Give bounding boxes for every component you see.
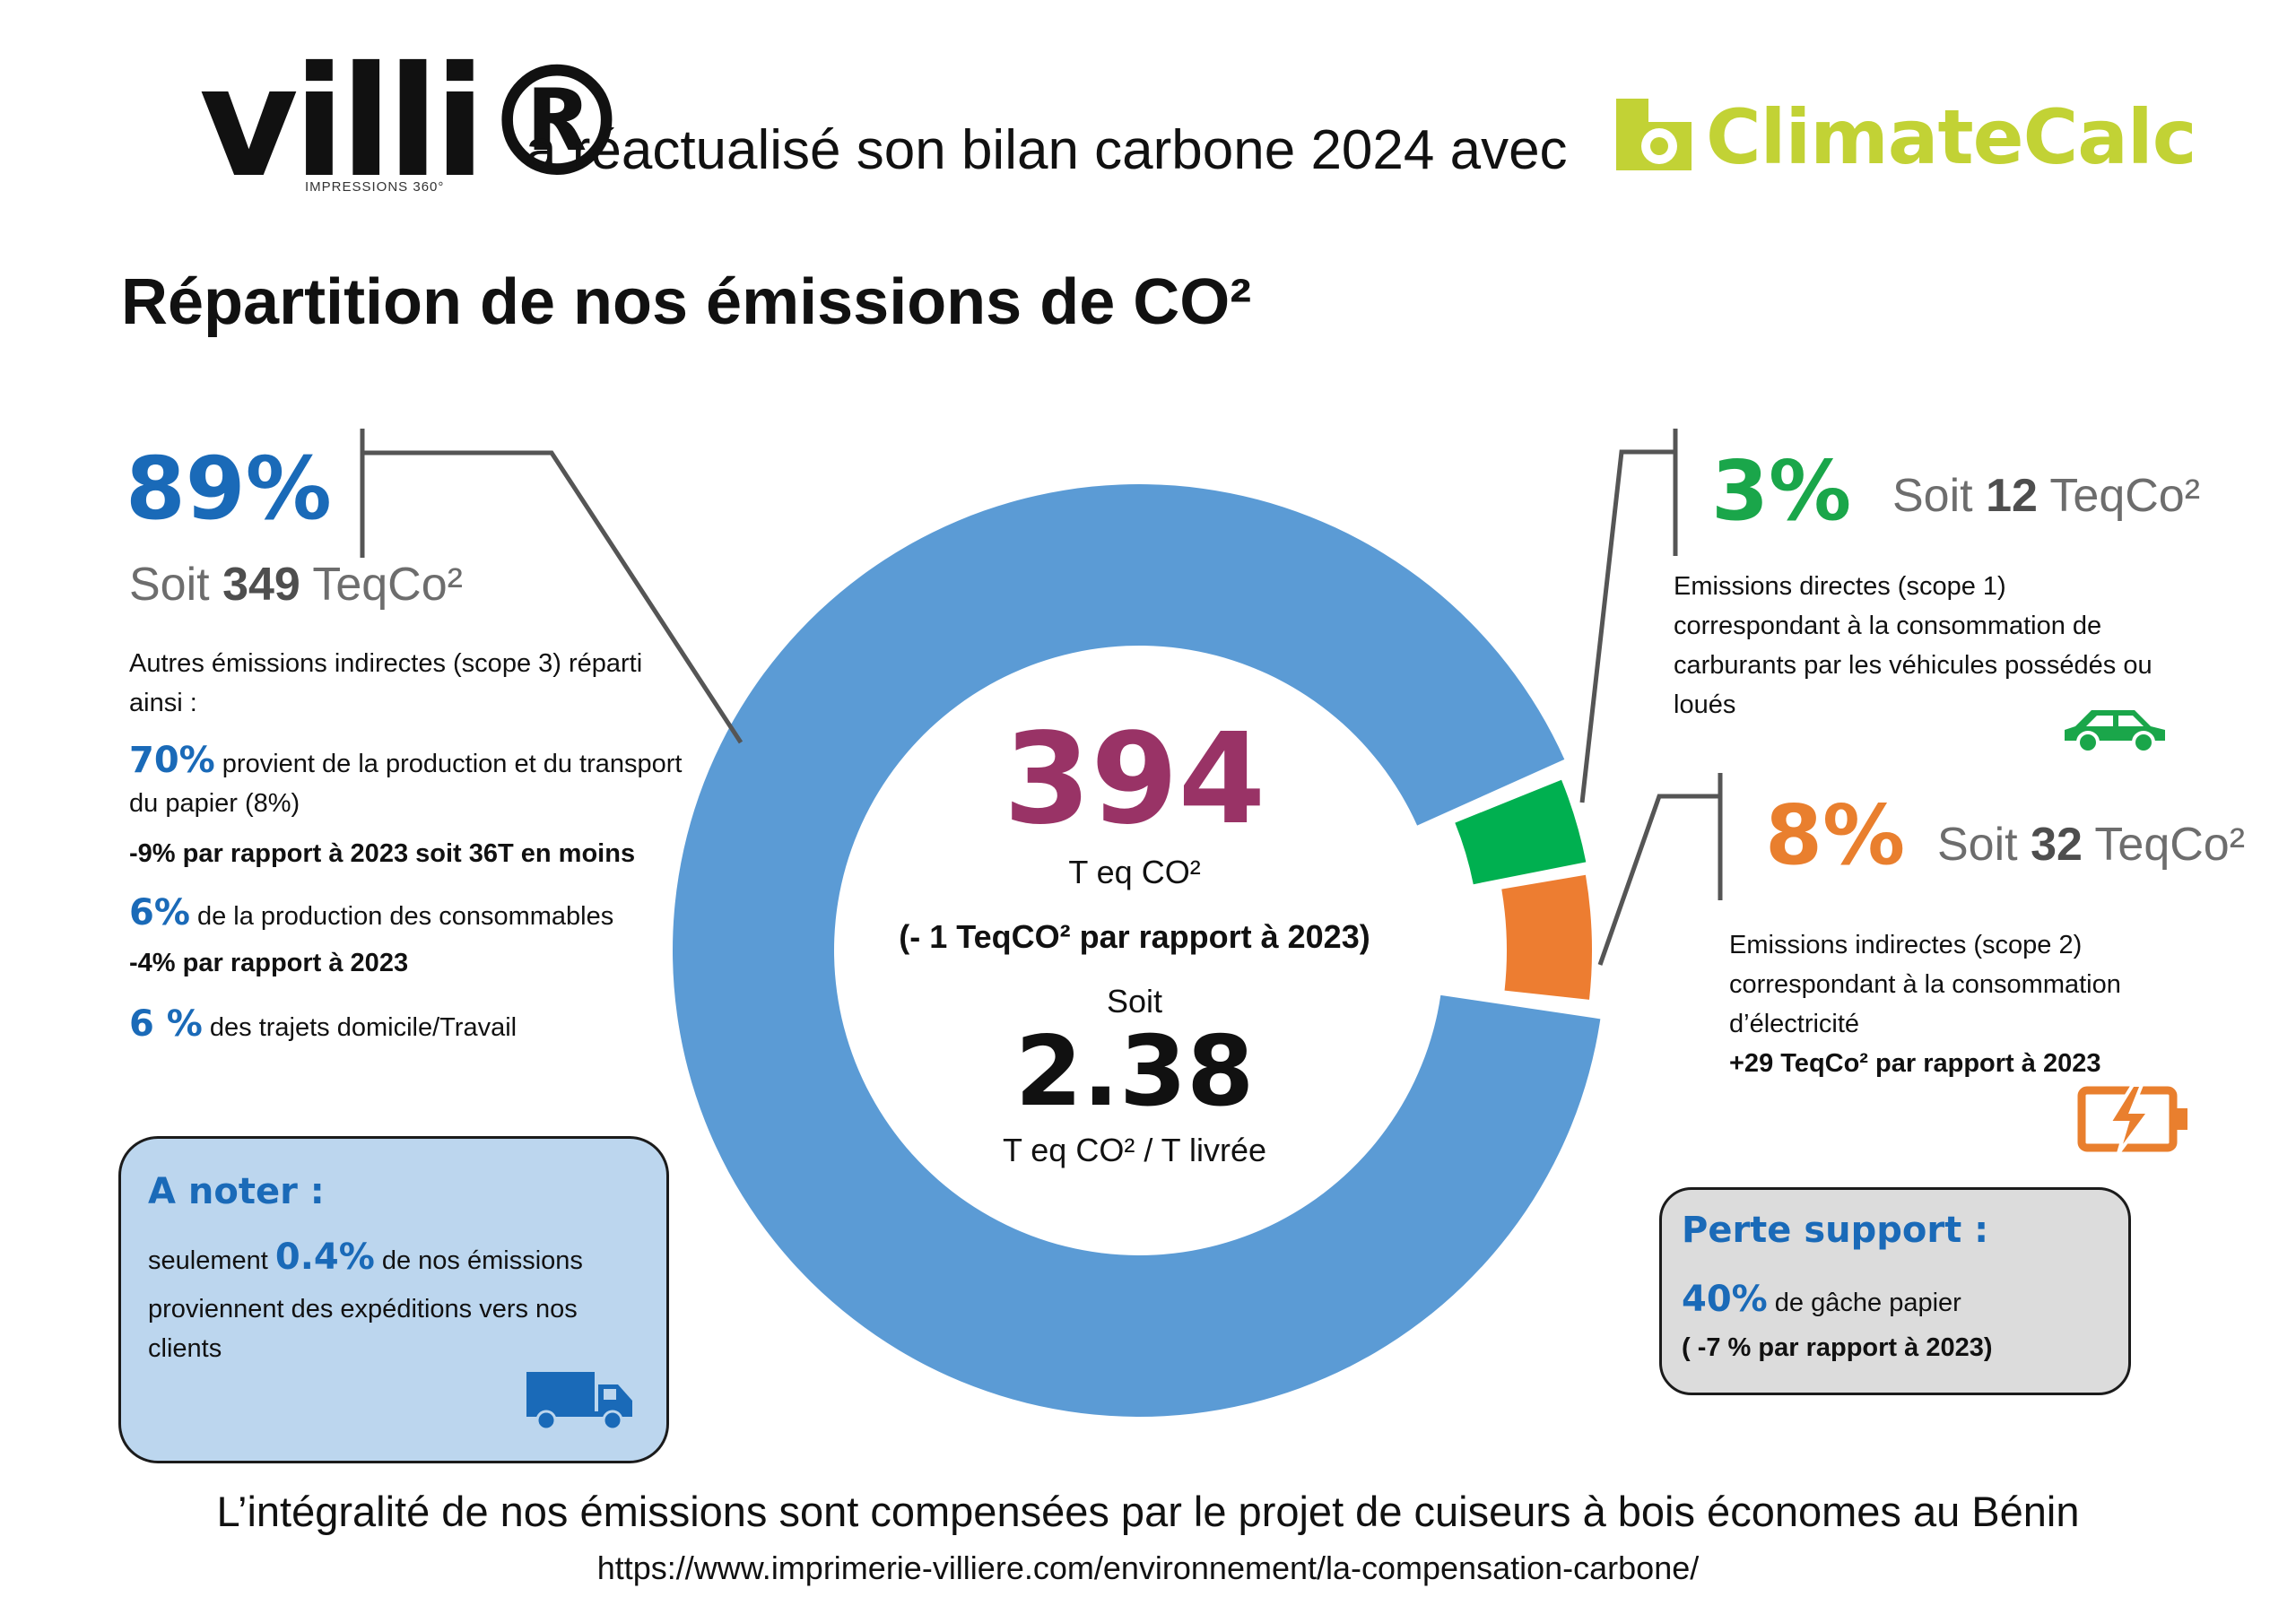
scope1-soit-value: 12	[1986, 470, 2038, 522]
donut-slice-scope3	[673, 484, 1601, 1418]
scope2-soit-unit: TeqCo²	[2082, 819, 2246, 871]
climatecalc-logo-icon	[1616, 99, 1692, 170]
ratio-value: 2.38	[1014, 1016, 1255, 1128]
scope3-item-consumables: 6% de la production des consommables	[129, 893, 721, 936]
note-box-line1: seulement 0.4% de nos émissions	[148, 1237, 650, 1280]
scope1-desc-2: correspondant à la consommation de	[1674, 612, 2102, 640]
scope2-desc-2: correspondant à la consommation	[1729, 970, 2121, 999]
scope3-soit-value: 349	[222, 559, 300, 611]
scope2-desc-3: d’électricité	[1729, 1010, 1860, 1038]
scope3-soit-unit: TeqCo²	[300, 559, 463, 611]
scope2-pct: 8%	[1765, 787, 1906, 883]
scope3-desc: Autres émissions indirectes (scope 3) ré…	[129, 649, 643, 717]
total-delta: (- 1 TeqCO² par rapport à 2023)	[899, 918, 1370, 955]
scope1-pct: 3%	[1711, 443, 1852, 539]
scope3-item-paper-text: provient de la production et du transpor…	[129, 750, 683, 818]
callout-lines	[360, 429, 1723, 966]
note-box: A noter : seulement 0.4% de nos émission…	[118, 1136, 669, 1463]
total-emissions: 394	[1003, 707, 1266, 853]
note-box-pct: 0.4%	[274, 1237, 375, 1278]
car-icon	[2065, 710, 2165, 754]
scope3-pct: 89%	[126, 438, 332, 539]
perte-box-pct: 40%	[1682, 1279, 1768, 1320]
scope3-item-paper-note: -9% par rapport à 2023 soit 36T en moins	[129, 839, 636, 868]
scope2-soit: Soit 32 TeqCo²	[1937, 818, 2245, 872]
scope3-item-commute-text: des trajets domicile/Travail	[202, 1013, 517, 1042]
donut-slice-scope1	[1455, 779, 1587, 885]
scope1-soit-unit: TeqCo²	[2037, 470, 2201, 522]
note-box-post: de nos émissions	[374, 1246, 583, 1275]
scope3-item-paper: 70% provient de la production et du tran…	[129, 741, 703, 823]
note-box-title: A noter :	[148, 1171, 325, 1212]
scope3-item-commute: 6 % des trajets domicile/Travail	[129, 1004, 721, 1047]
scope2-soit-prefix: Soit	[1937, 819, 2031, 871]
perte-box-note: ( -7 % par rapport à 2023)	[1682, 1333, 1993, 1362]
scope1-soit: Soit 12 TeqCo²	[1892, 469, 2200, 523]
scope3-item-consumables-pct: 6%	[129, 892, 190, 933]
scope2-note: +29 TeqCo² par rapport à 2023	[1729, 1049, 2101, 1078]
scope3-item-paper-pct: 70%	[129, 740, 215, 781]
note-box-line2: proviennent des expéditions vers nos	[148, 1295, 578, 1324]
perte-support-box: Perte support : 40% de gâche papier ( -7…	[1659, 1187, 2131, 1395]
note-box-pre: seulement	[148, 1246, 275, 1275]
callout-scope3-leader	[362, 450, 744, 744]
callout-scope1-leader	[1579, 449, 1675, 803]
footer-text: L’intégralité de nos émissions sont comp…	[216, 1488, 2080, 1535]
center-soit: Soit	[1106, 983, 1163, 1020]
scope3-soit: Soit 349 TeqCo²	[129, 558, 463, 612]
scope1-soit-prefix: Soit	[1892, 470, 1987, 522]
scope2-soit-value: 32	[2031, 819, 2083, 871]
scope2-desc-1: Emissions indirectes (scope 2)	[1729, 931, 2083, 959]
scope3-item-consumables-text: de la production des consommables	[189, 902, 614, 931]
ratio-unit: T eq CO² / T livrée	[1002, 1132, 1267, 1168]
callout-scope2-leader	[1597, 794, 1720, 966]
footer-url[interactable]: https://www.imprimerie-villiere.com/envi…	[596, 1549, 1700, 1586]
perte-box-text: de gâche papier	[1767, 1289, 1961, 1317]
scope3-soit-prefix: Soit	[129, 559, 223, 611]
scope1-desc-4: loués	[1674, 690, 1736, 719]
battery-bolt-icon	[2077, 1085, 2187, 1153]
perte-box-title: Perte support :	[1682, 1210, 1989, 1251]
truck-icon	[526, 1372, 632, 1431]
climatecalc-logo-text: ClimateCalc	[1706, 93, 2196, 181]
note-box-line3: clients	[148, 1334, 222, 1363]
scope3-item-consumables-note: -4% par rapport à 2023	[129, 949, 409, 977]
scope3-item-commute-pct: 6 %	[129, 1003, 203, 1045]
scope1-desc-1: Emissions directes (scope 1)	[1674, 572, 2006, 601]
total-unit: T eq CO²	[1068, 854, 1201, 890]
scope1-desc-3: carburants par les véhicules possédés ou	[1674, 651, 2152, 680]
page-title: Répartition de nos émissions de CO²	[121, 266, 1252, 338]
donut-slice-scope2	[1501, 874, 1592, 1000]
header-text: a réactualisé son bilan carbone 2024 ave…	[526, 119, 1568, 181]
perte-box-line1: 40% de gâche papier	[1682, 1280, 2112, 1323]
villi-logo-subtitle: IMPRESSIONS 360°	[305, 179, 445, 195]
